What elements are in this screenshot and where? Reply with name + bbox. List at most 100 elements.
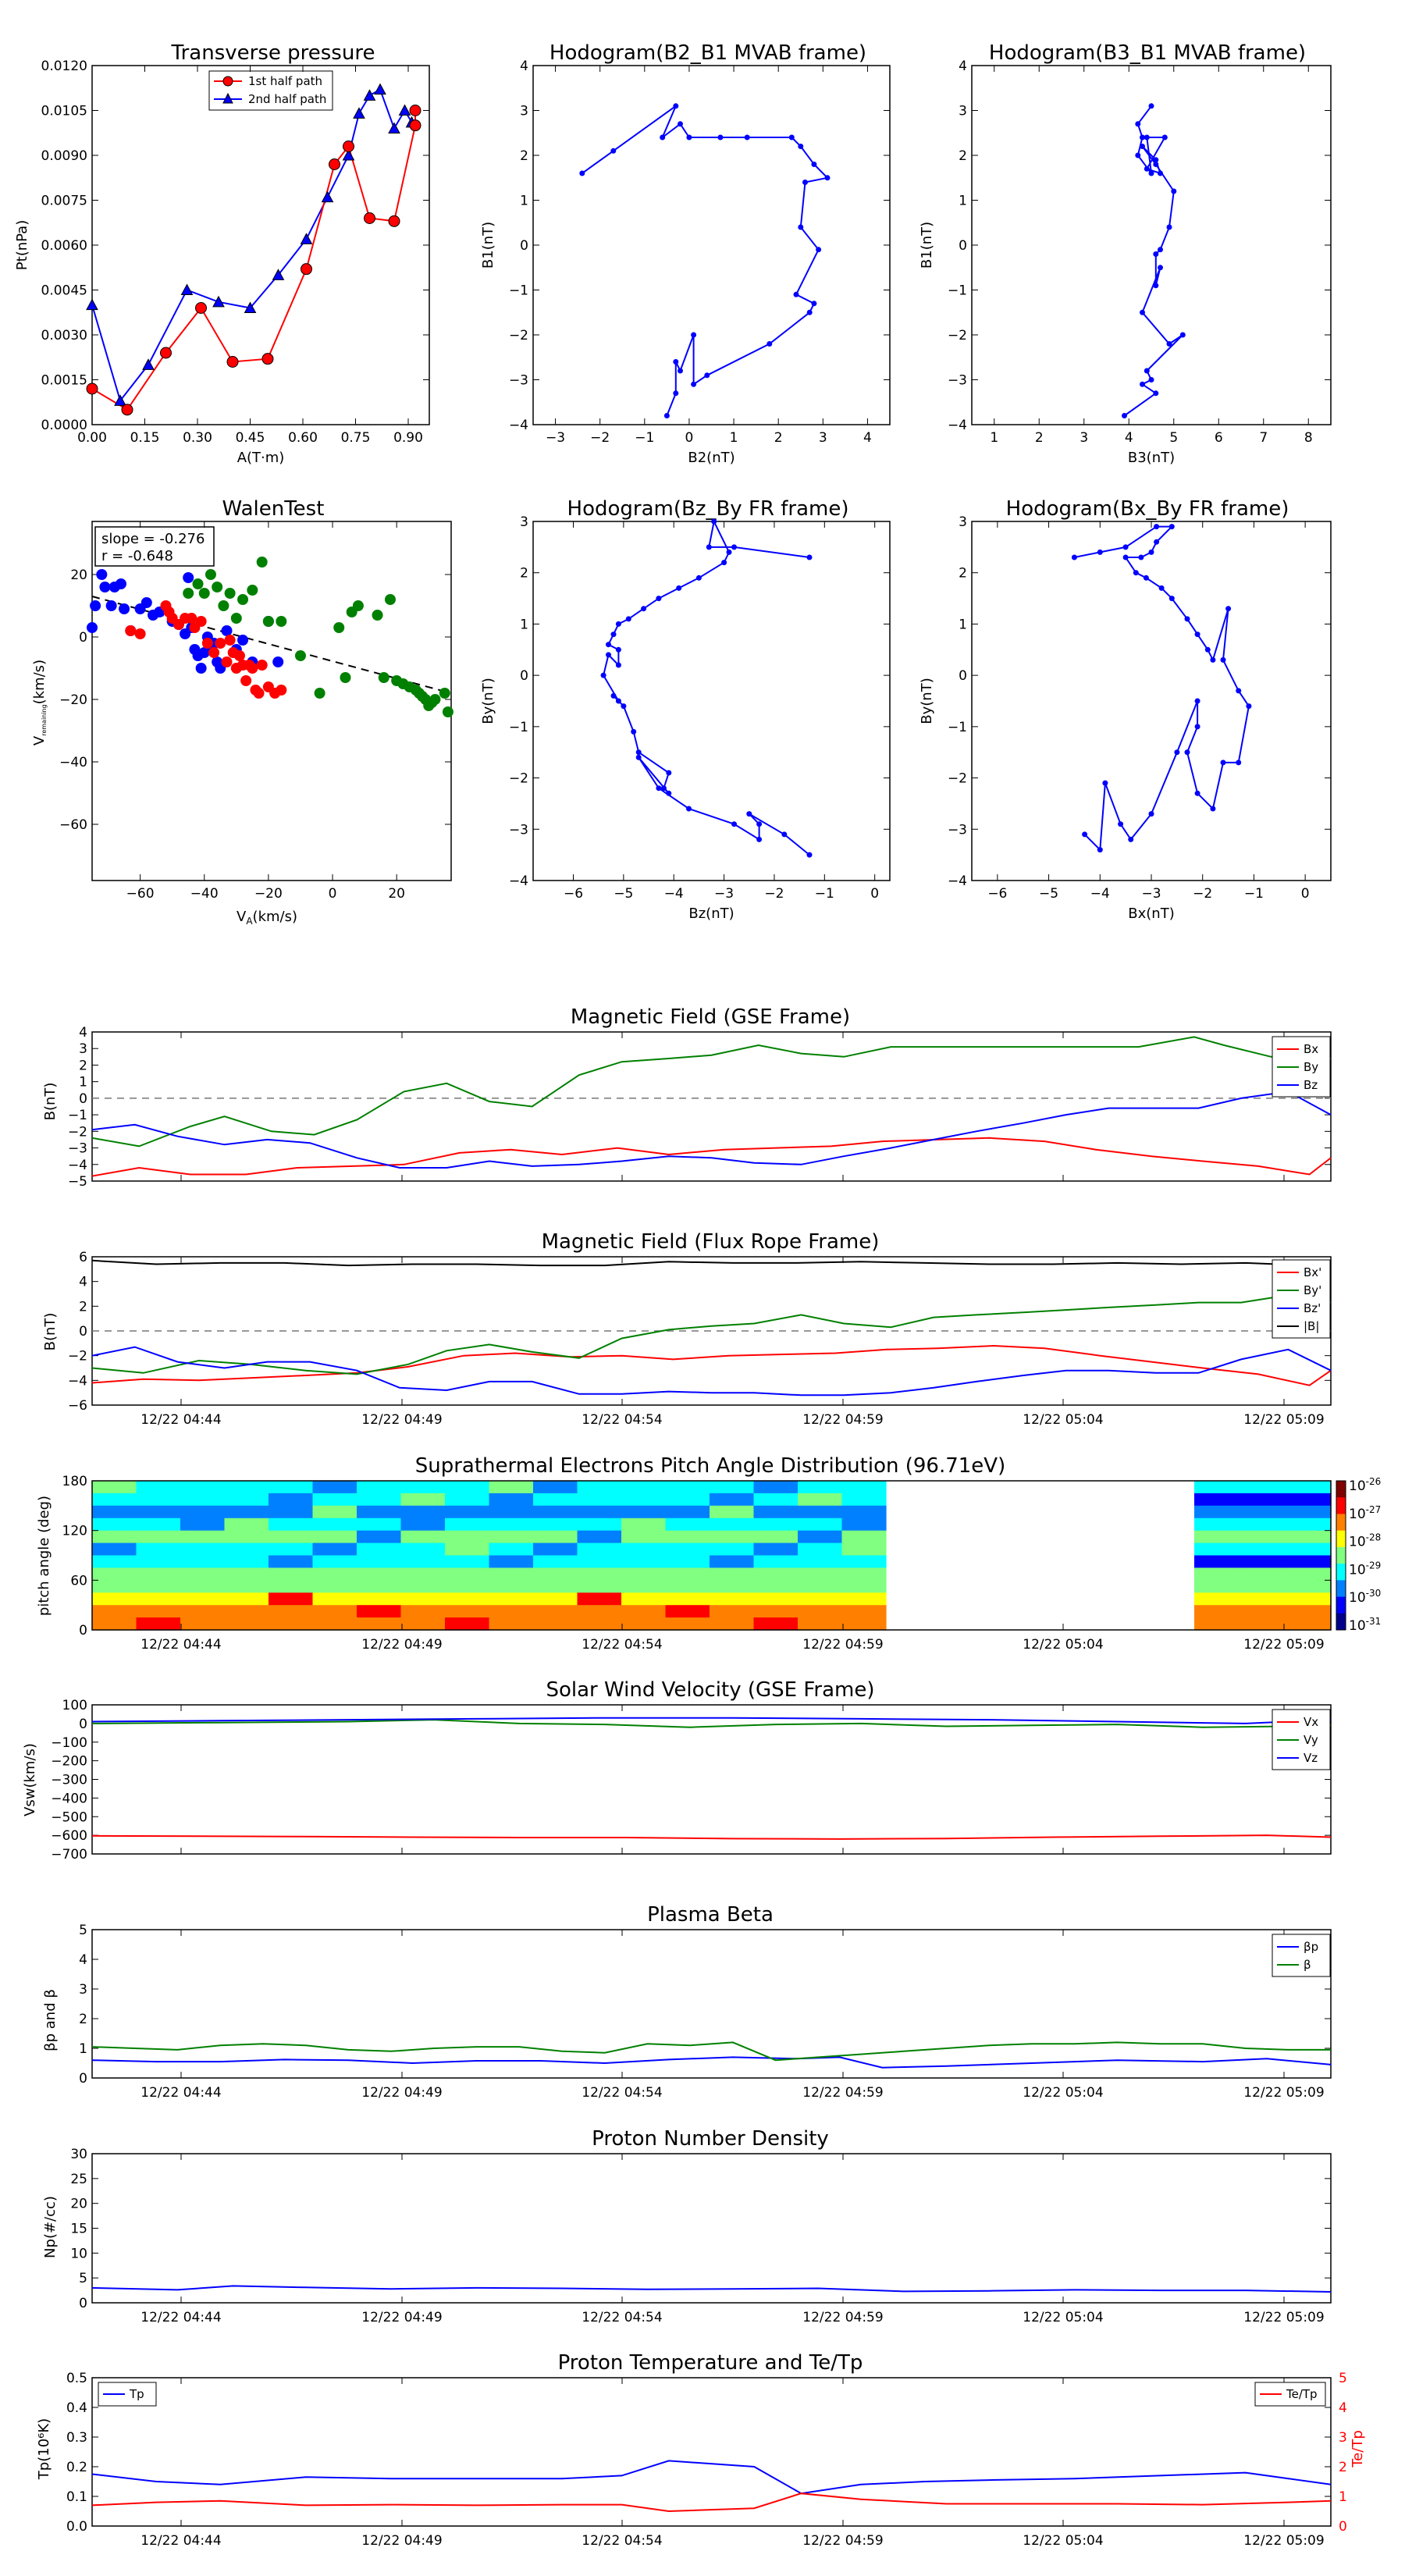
h4-xtick-label: 0	[1301, 886, 1310, 902]
pad-cell	[312, 1555, 357, 1568]
temp-series-tetp	[91, 2492, 1332, 2513]
pad-xtick-label: 12/22 04:49	[361, 1637, 442, 1653]
h1-point	[673, 359, 679, 365]
h3-point	[610, 632, 617, 638]
walen-xtick-label: −20	[254, 886, 283, 902]
h4-xtick-label: −5	[1039, 886, 1058, 902]
h3-point	[656, 785, 662, 792]
temp-ytick-right-label: 5	[1339, 2371, 1347, 2386]
temp-legend-label: Tp	[129, 2387, 144, 2401]
h3-point	[676, 585, 682, 591]
pad-cell	[224, 1567, 269, 1581]
h1-point	[673, 390, 679, 397]
h1-point	[704, 372, 710, 379]
pad-cell	[798, 1493, 843, 1507]
walen-point-0	[183, 572, 194, 583]
h3-point	[610, 692, 617, 699]
pad-cell	[269, 1580, 314, 1593]
walen-point-1	[134, 628, 146, 639]
temp-ytick-right-label: 3	[1339, 2430, 1347, 2446]
pad-cell	[136, 1555, 181, 1568]
mag-gse-By	[91, 1036, 1332, 1147]
tp-xtick-label: 0.15	[130, 430, 160, 446]
np-xtick-label: 12/22 04:44	[140, 2310, 221, 2325]
temp-ytick-label: 0.1	[66, 2489, 87, 2505]
h4-point	[1158, 585, 1165, 591]
pad-cell	[621, 1567, 667, 1581]
h2-point	[1171, 188, 1177, 194]
pad-cell	[710, 1617, 755, 1631]
pad-cell	[400, 1555, 446, 1568]
mag-fr-legend-label: Bx'	[1304, 1265, 1321, 1279]
h1-xtick-label: 4	[863, 430, 872, 446]
np-ytick-label: 25	[70, 2172, 87, 2187]
pad-cell	[224, 1493, 269, 1507]
h4-point	[1168, 596, 1175, 602]
h3-ytick-label: −1	[509, 720, 528, 735]
h1-point	[824, 175, 831, 181]
pad-cell	[357, 1555, 402, 1568]
pad-cell	[533, 1530, 578, 1544]
pad-cell	[1194, 1605, 1240, 1618]
vsw-Vz	[91, 1717, 1332, 1724]
h4-ytick-label: −1	[948, 720, 967, 735]
h1-point	[717, 134, 724, 141]
walen-slope: slope = -0.276	[101, 531, 205, 547]
pad-cell	[710, 1505, 755, 1519]
walen-point-1	[201, 638, 213, 649]
h2-ytick-label: 1	[959, 194, 967, 209]
pad-ytick-label: 120	[62, 1524, 87, 1539]
h1-xtick-label: 2	[774, 430, 783, 446]
plot-layer: 0.00 0.15 0.30 0.45 0.60 0.75 0.900.00000.0015…	[14, 59, 1381, 2549]
pad-xtick-label: 12/22 04:54	[582, 1637, 662, 1653]
pad-cell	[798, 1605, 843, 1618]
pad-cell	[1285, 1481, 1332, 1494]
h3-point	[731, 821, 737, 827]
pad-cell	[1285, 1517, 1332, 1532]
walen-point-2	[192, 578, 204, 589]
walen-point-2	[247, 585, 258, 596]
pad-colorbar-segment	[1336, 1546, 1346, 1564]
pad-cell	[445, 1505, 490, 1519]
tp-point-2nd	[374, 83, 386, 95]
h4-path	[1074, 525, 1250, 852]
walen-point-1	[208, 647, 220, 658]
h2-point	[1158, 170, 1163, 176]
pad-cell	[621, 1555, 667, 1568]
h4-point	[1082, 831, 1088, 838]
mag-gse-ytick-label: 4	[79, 1025, 87, 1041]
beta-xtick-label: 12/22 04:59	[802, 2085, 883, 2101]
np-title: Proton Number Density	[592, 2127, 829, 2151]
pad-cell	[180, 1517, 226, 1532]
mag-gse-ytick-label: −1	[68, 1108, 87, 1123]
beta-xtick-label: 12/22 05:04	[1023, 2085, 1103, 2101]
walen-point-1	[224, 635, 236, 646]
tp-point-2nd	[180, 283, 194, 295]
h2-point	[1140, 134, 1145, 141]
pad-cell	[1194, 1567, 1240, 1581]
h2-ytick-label: −4	[948, 418, 967, 433]
h3-point	[726, 549, 732, 555]
pad-cell	[753, 1617, 799, 1631]
pad-cell	[180, 1580, 226, 1593]
pad-cell	[753, 1481, 799, 1494]
h1-ytick-label: 2	[520, 148, 528, 164]
pad-cell	[710, 1493, 755, 1507]
pad-cell	[312, 1530, 357, 1544]
h1-point	[660, 134, 666, 141]
h4-xtick-label: −3	[1141, 886, 1161, 902]
h4-ytick-label: 1	[959, 617, 967, 632]
pad-cell	[400, 1542, 446, 1557]
pad-cell	[665, 1481, 710, 1494]
pad-cell	[224, 1542, 269, 1557]
pad-cell	[841, 1592, 887, 1606]
h3-ytick-label: 3	[520, 514, 528, 530]
h3-point	[686, 806, 692, 812]
tp-xtick-label: 0.90	[393, 430, 423, 446]
pad-cell	[665, 1555, 710, 1568]
walen-point-1	[253, 688, 265, 699]
h2-xtick-label: 1	[990, 430, 998, 446]
pad-cell	[445, 1555, 490, 1568]
pad-cell	[136, 1542, 181, 1557]
h4-point	[1236, 688, 1242, 694]
